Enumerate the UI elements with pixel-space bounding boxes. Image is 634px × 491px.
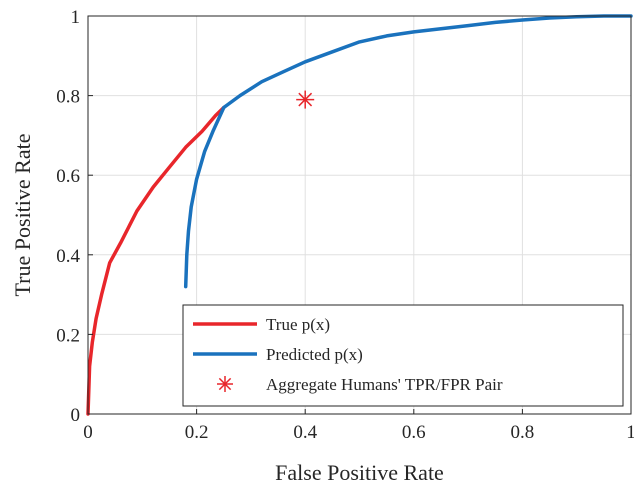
series-layer [86, 14, 633, 416]
x-tick-label: 0.2 [185, 422, 209, 443]
series-line-1 [183, 14, 633, 289]
y-tick-label: 0.2 [56, 325, 80, 346]
x-tick-label: 0.4 [293, 422, 317, 443]
legend-label-1: Predicted p(x) [266, 345, 363, 364]
y-tick-label: 0.8 [56, 87, 80, 108]
axes-box [87, 15, 632, 415]
legend-swatch-2 [217, 376, 233, 392]
series-line-0 [86, 105, 226, 416]
y-axis-label: True Positive Rate [10, 134, 35, 297]
tick-layer: 0 0.2 0.4 0.6 0.8 1 0 0.2 0.4 0.6 0.8 1 [56, 7, 634, 443]
x-tick-label: 0.6 [402, 422, 426, 443]
points-layer [296, 90, 315, 109]
y-tick-label: 0 [71, 405, 81, 426]
legend: True p(x) Predicted p(x) Aggregate Humans'… [182, 304, 624, 407]
legend-label-0: True p(x) [266, 315, 330, 334]
y-tick-label: 0.6 [56, 166, 80, 187]
x-tick-label: 0.8 [511, 422, 535, 443]
human-tpr-fpr-point [296, 90, 315, 109]
y-tick-label: 1 [71, 7, 81, 28]
legend-label-2: Aggregate Humans' TPR/FPR Pair [266, 375, 503, 394]
x-tick-label: 1 [626, 422, 634, 443]
x-axis-label: False Positive Rate [275, 460, 444, 485]
x-tick-label: 0 [83, 422, 93, 443]
y-tick-label: 0.4 [56, 246, 80, 267]
